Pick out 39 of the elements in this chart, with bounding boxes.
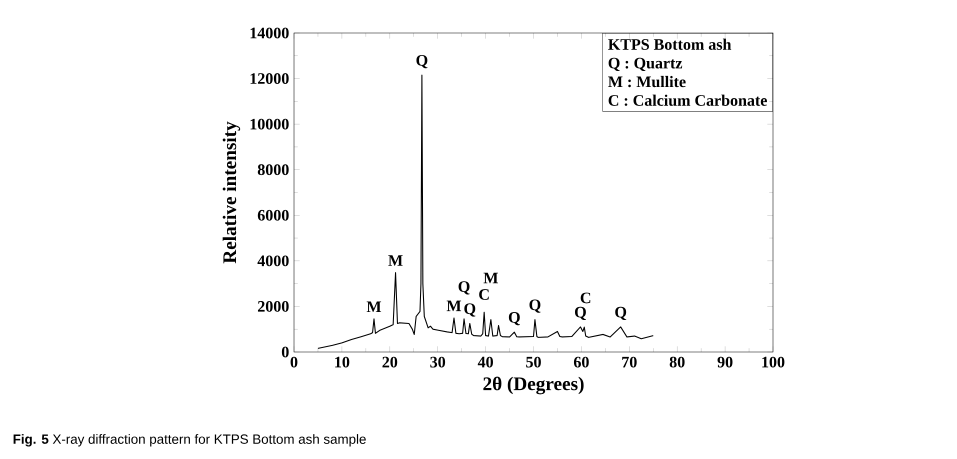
annotation: M bbox=[388, 255, 403, 266]
text: Fig. 5 X-ray diffraction pattern for KTPS Bottom ash sample bbox=[14, 434, 366, 447]
annotation: M bbox=[366, 302, 382, 312]
annotation: KTPS Bottom ash bbox=[608, 38, 732, 50]
y-tick-label: 12000 bbox=[250, 73, 289, 84]
annotation: Q bbox=[615, 306, 626, 320]
y-tick-label: 10000 bbox=[250, 118, 289, 130]
x-tick-label: 0 bbox=[290, 356, 298, 368]
x-tick-label: 50 bbox=[526, 356, 541, 368]
annotation: C bbox=[580, 292, 590, 304]
annotation: Q bbox=[458, 281, 470, 294]
y-tick-label: 0 bbox=[282, 346, 289, 358]
annotation: C bbox=[479, 289, 489, 300]
x-tick-label: 60 bbox=[574, 356, 589, 368]
y-tick-label: 14000 bbox=[250, 28, 289, 38]
x-tick-label: 30 bbox=[430, 356, 446, 368]
x-tick-label: 40 bbox=[478, 356, 493, 368]
annotation: Q bbox=[508, 312, 520, 326]
annotation: M bbox=[446, 300, 462, 312]
annotation: Q bbox=[529, 300, 540, 313]
y-tick-label: 8000 bbox=[258, 164, 289, 176]
x-axis-title: 2θ (Degrees) bbox=[483, 376, 584, 394]
annotation: C : Calcium Carbonate bbox=[608, 94, 767, 106]
annotation: Q bbox=[464, 303, 476, 317]
annotation: Q : Quartz bbox=[608, 58, 682, 71]
annotation: M bbox=[484, 272, 498, 284]
x-tick-label: 100 bbox=[762, 356, 784, 368]
y-axis-title: Relative intensity bbox=[222, 122, 240, 264]
y-tick-label: 2000 bbox=[258, 301, 289, 312]
annotation: Q bbox=[574, 306, 586, 320]
x-tick-label: 80 bbox=[670, 356, 685, 368]
x-tick-label: 10 bbox=[335, 356, 350, 368]
annotation: Q bbox=[416, 55, 428, 68]
y-tick-label: 4000 bbox=[258, 255, 289, 266]
x-tick-label: 70 bbox=[622, 356, 637, 368]
y-tick-label: 6000 bbox=[258, 210, 289, 221]
x-tick-label: 90 bbox=[718, 356, 732, 368]
annotation: M : Mullite bbox=[608, 76, 686, 88]
x-tick-label: 20 bbox=[382, 356, 398, 368]
